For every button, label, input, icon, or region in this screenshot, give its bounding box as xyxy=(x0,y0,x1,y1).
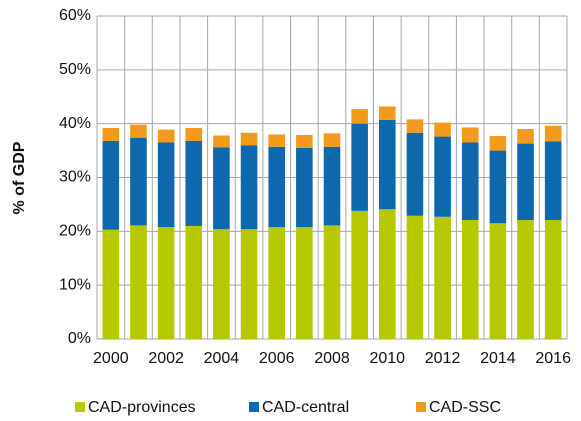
y-tick-label: 30% xyxy=(59,169,91,186)
bar-segment xyxy=(434,216,451,339)
bar-segment xyxy=(544,141,562,221)
bar-segment xyxy=(130,137,147,226)
bar-segment xyxy=(268,227,285,339)
bar-segment xyxy=(517,220,534,339)
bar-segment xyxy=(489,150,507,224)
bar-segment xyxy=(213,147,230,230)
bar-segment xyxy=(544,220,562,339)
bar-segment xyxy=(157,142,175,228)
legend-label: CAD-SSC xyxy=(429,399,501,416)
bar-segment xyxy=(351,210,368,339)
legend-swatch xyxy=(249,402,259,412)
legend-label: CAD-central xyxy=(262,399,349,416)
bar-segment xyxy=(517,143,534,221)
bar-segment xyxy=(185,127,203,141)
bar-segment xyxy=(296,227,313,339)
y-tick-label: 50% xyxy=(59,61,91,78)
bar-segment xyxy=(544,125,562,142)
bar-segment xyxy=(102,127,120,141)
bar-segment xyxy=(461,220,479,339)
x-tick-label: 2000 xyxy=(93,350,129,367)
bar-segment xyxy=(434,136,451,217)
bar-segment xyxy=(296,147,313,228)
y-tick-label: 0% xyxy=(68,330,91,347)
x-tick-label: 2010 xyxy=(369,350,405,367)
y-tick-label: 40% xyxy=(59,115,91,132)
bar-segment xyxy=(434,122,451,137)
bar-segment xyxy=(268,134,285,147)
bar-segment xyxy=(379,106,396,120)
bar-segment xyxy=(296,134,313,148)
bar-segment xyxy=(461,127,479,143)
y-tick-label: 60% xyxy=(59,7,91,24)
bar-segment xyxy=(102,140,120,230)
bar-segment xyxy=(379,119,396,210)
bar-segment xyxy=(406,132,424,216)
x-tick-label: 2016 xyxy=(535,350,571,367)
bar-segment xyxy=(323,225,341,339)
bar-segment xyxy=(268,146,285,228)
legend-swatch xyxy=(416,402,426,412)
bar-segment xyxy=(240,145,258,230)
y-tick-label: 10% xyxy=(59,276,91,293)
bar-segment xyxy=(406,215,424,339)
bar-segment xyxy=(461,142,479,221)
bar-segment xyxy=(323,146,341,226)
bar-segment xyxy=(489,136,507,151)
bar-segment xyxy=(351,109,368,124)
bar-segment xyxy=(379,209,396,339)
x-tick-label: 2002 xyxy=(148,350,184,367)
bar-segment xyxy=(102,229,120,339)
bar-segment xyxy=(406,119,424,133)
x-tick-label: 2004 xyxy=(204,350,240,367)
bar-segment xyxy=(213,229,230,339)
bar-segment xyxy=(185,140,203,226)
bar-segment xyxy=(130,225,147,339)
x-tick-label: 2008 xyxy=(314,350,350,367)
x-tick-label: 2006 xyxy=(259,350,295,367)
bar-segment xyxy=(323,133,341,147)
bar-segment xyxy=(351,123,368,211)
x-tick-label: 2014 xyxy=(480,350,516,367)
bar-segment xyxy=(157,129,175,143)
y-tick-label: 20% xyxy=(59,223,91,240)
bar-segment xyxy=(130,124,147,138)
x-tick-label: 2012 xyxy=(425,350,461,367)
y-axis-label: % of GDP xyxy=(11,141,28,214)
bar-segment xyxy=(213,135,230,148)
bar-segment xyxy=(489,223,507,339)
bar-segment xyxy=(517,129,534,144)
bar-segment xyxy=(240,229,258,339)
legend-label: CAD-provinces xyxy=(88,399,196,416)
bar-segment xyxy=(185,225,203,339)
legend-swatch xyxy=(75,402,85,412)
bar-segment xyxy=(240,132,258,146)
bar-segment xyxy=(157,227,175,339)
